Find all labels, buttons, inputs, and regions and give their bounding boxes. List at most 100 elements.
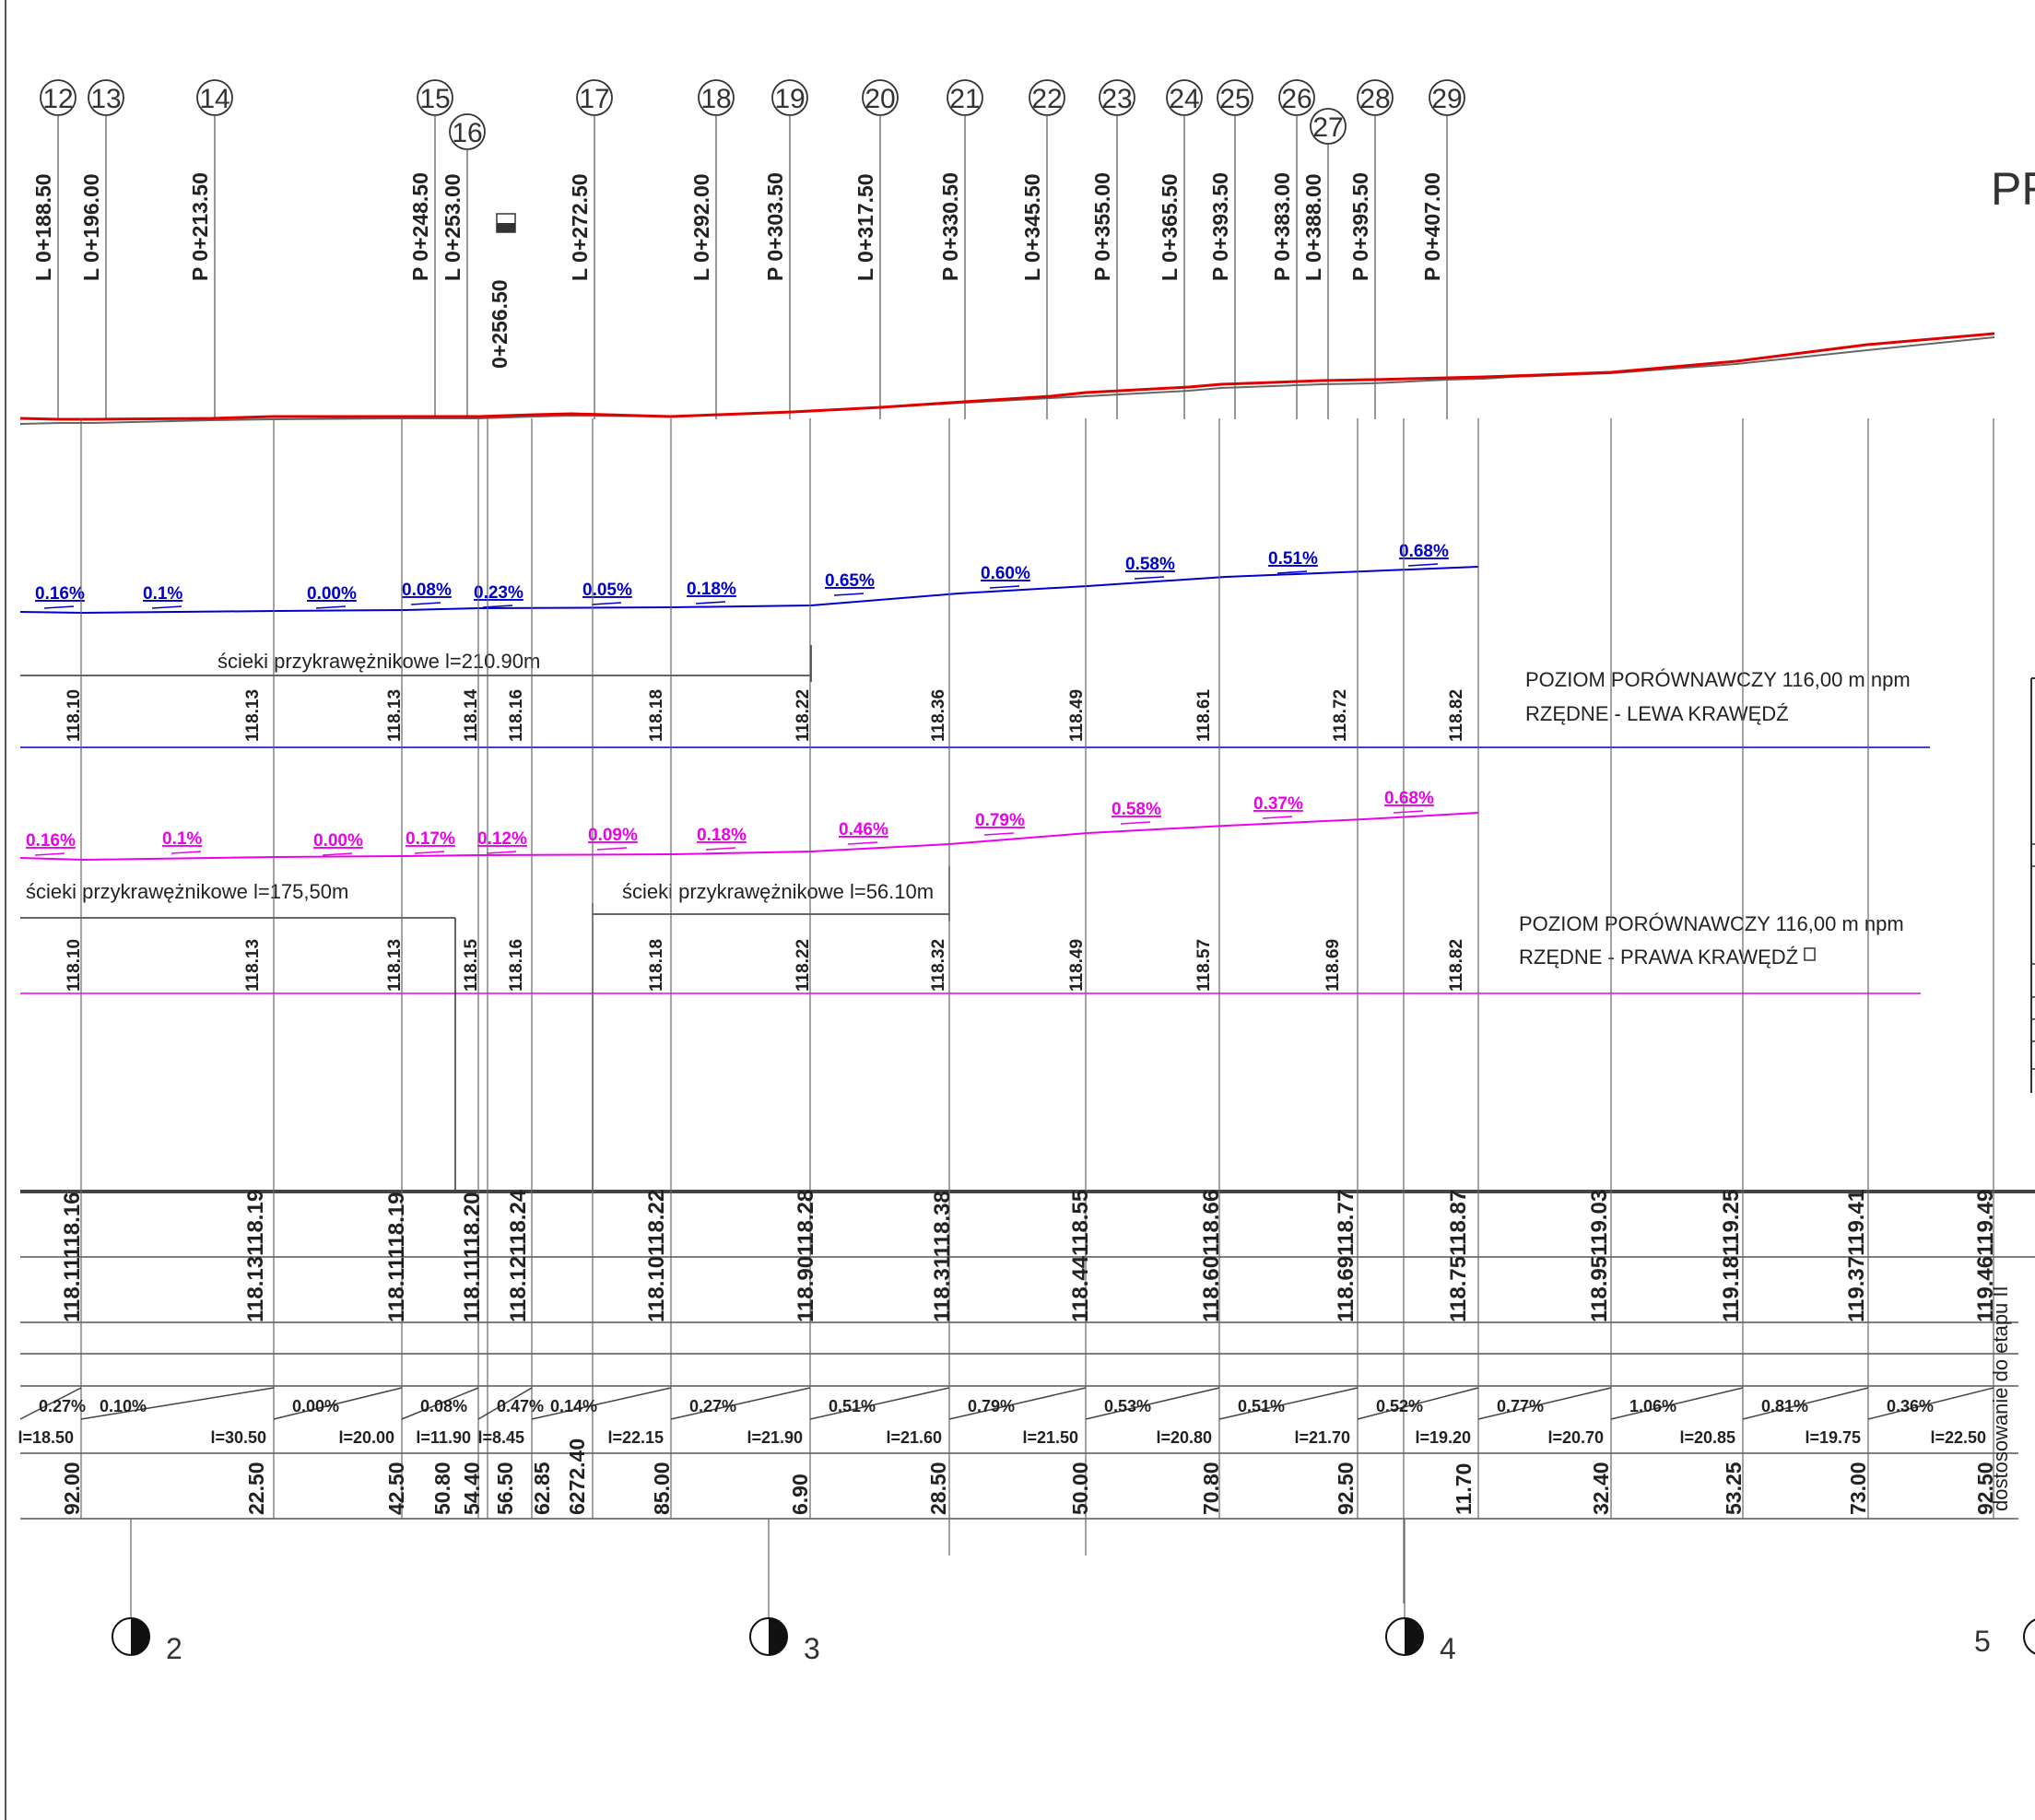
station-chainage: P 0+303.50	[763, 172, 787, 281]
left-gutter-label: ścieki przykrawężnikowe l=210.90m	[218, 650, 540, 673]
right-slope-arrow	[322, 852, 353, 856]
station-chainage: P 0+355.00	[1090, 172, 1114, 281]
grade-length: l=20.80	[1156, 1428, 1212, 1447]
right-slope-arrow	[414, 851, 445, 854]
distance-value: 50.80	[430, 1462, 454, 1515]
station-grid-lines	[80, 418, 1994, 1603]
grade-diagonal	[1477, 1387, 1612, 1420]
terrain-design-value: 118.69118.77	[1334, 1190, 1359, 1322]
grade-percent: 0.51%	[829, 1397, 876, 1415]
grade-percent: 0.00%	[292, 1397, 339, 1415]
left-slope-arrow	[151, 605, 182, 609]
grade-length: l=8.45	[477, 1428, 524, 1447]
design-line	[19, 332, 1995, 421]
station-chainage: 0+256.50	[488, 279, 512, 369]
right-slope-label: 0.00%	[313, 831, 363, 851]
distance-value: 54.40	[460, 1462, 484, 1515]
terrain-design-value: 118.95119.03	[1587, 1190, 1612, 1322]
left-slope-arrow	[989, 585, 1020, 589]
grade-percent: 0.27%	[39, 1397, 86, 1415]
terrain-design-value: 118.60118.66	[1199, 1190, 1224, 1322]
right-elevation: 118.49	[1067, 939, 1087, 992]
grade-diagonal	[273, 1387, 403, 1420]
left-slope-arrow	[315, 605, 347, 609]
left-slope-label: 0.60%	[981, 564, 1030, 583]
distance-value: 28.50	[926, 1462, 950, 1515]
table-side-note: dostosowanie do etapu II	[1989, 1286, 2012, 1511]
left-slope-label: 0.00%	[307, 584, 357, 604]
station-chainage: P 0+407.00	[1420, 172, 1444, 281]
grade-percent: 0.47%	[497, 1397, 544, 1415]
station-chainage: L 0+317.50	[853, 173, 877, 281]
grade-length: l=21.70	[1294, 1428, 1350, 1447]
grade-length: l=22.15	[607, 1428, 664, 1447]
right-elevation: 118.18	[647, 939, 666, 992]
terrain-design-value: 118.11118.16	[60, 1192, 85, 1322]
station-chainage: P 0+330.50	[938, 172, 962, 281]
right-gutter-label-2: ścieki przykrawężnikowe l=56.10m	[622, 880, 934, 903]
grade-percent: 0.14%	[550, 1397, 597, 1415]
distance-value: 42.50	[384, 1462, 408, 1515]
distance-value: 73.00	[1846, 1462, 1870, 1515]
terrain-design-row: 118.11118.16 118.13118.19 118.11118.19 118.…	[60, 1189, 1998, 1322]
grade-diagonal	[1867, 1387, 1994, 1420]
half-circle-icon	[2023, 1618, 2035, 1655]
terrain-design-value: 118.10118.22	[644, 1190, 669, 1322]
distance-value: 50.00	[1068, 1462, 1092, 1515]
terrain-design-value: 118.12118.24	[506, 1189, 531, 1322]
grade-diagonal	[809, 1387, 950, 1420]
grade-diagonal	[19, 1387, 82, 1420]
grade-diagonal	[531, 1387, 672, 1420]
grade-length: l=21.60	[886, 1428, 942, 1447]
right-elevation: 118.57	[1194, 939, 1214, 992]
right-elevation-labels: 118.10 118.13 118.13 118.15 118.16 118.18 118.…	[65, 939, 1466, 992]
grade-length: l=20.70	[1547, 1428, 1604, 1447]
grade-percent: 0.08%	[420, 1397, 467, 1415]
right-elevation: 118.32	[929, 939, 948, 992]
right-slope-arrow	[34, 852, 65, 856]
left-elevation: 118.16	[507, 689, 526, 742]
marker-number: 4	[1440, 1632, 1456, 1665]
right-elevation: 118.22	[794, 939, 813, 992]
grade-row: 0.27% l=18.50 0.10% l=30.50 0.00% l=20.00 0.08…	[18, 1387, 1994, 1447]
right-elevation: 118.13	[243, 939, 263, 992]
left-slope-label: 0.23%	[474, 583, 523, 603]
grade-diagonal	[401, 1387, 479, 1420]
half-circle-fill	[131, 1618, 149, 1655]
distance-value: 53.25	[1722, 1462, 1746, 1515]
terrain-design-value: 118.44118.55	[1068, 1190, 1093, 1322]
left-slope-arrow	[1407, 563, 1439, 567]
marker-number: 5	[1974, 1625, 1991, 1658]
station-number: 16	[452, 118, 482, 148]
right-slope-label: 0.79%	[975, 811, 1025, 830]
right-slope-label: 0.16%	[26, 831, 76, 851]
left-slope-arrow	[591, 602, 622, 605]
terrain-design-value: 118.90118.28	[794, 1190, 818, 1322]
left-slope-label: 0.05%	[582, 581, 632, 600]
grade-diagonal	[1610, 1387, 1744, 1420]
grade-length: l=19.75	[1805, 1428, 1861, 1447]
left-elevation-labels: 118.10 118.13 118.13 118.14 118.16 118.18 118.…	[65, 689, 1466, 742]
left-slope-label: 0.58%	[1125, 555, 1175, 574]
station-labels: 12 L 0+188.50 13 L 0+196.00 14 P 0+213.50 15 P …	[31, 79, 1465, 419]
left-slope-labels: 0.16% 0.1% 0.00% 0.08% 0.23% 0.05% 0.18% 0.65% 0…	[35, 542, 1449, 609]
left-slope-arrow	[695, 601, 726, 605]
left-elevation: 118.18	[647, 689, 666, 742]
station-number: 22	[1031, 84, 1062, 114]
right-elevation: 118.69	[1323, 939, 1343, 992]
distance-row: 92.00 22.50 42.50 50.80 54.40 56.50 62.85 6272.…	[60, 1438, 1997, 1515]
right-slope-arrow	[171, 851, 202, 854]
terrain-design-value: 119.46119.49	[1973, 1190, 1998, 1322]
right-elevation: 118.82	[1447, 939, 1466, 992]
right-slope-label: 0.46%	[839, 820, 888, 840]
right-elevation: 118.13	[385, 939, 405, 992]
terrain-design-value: 118.11118.20	[460, 1192, 485, 1322]
distance-value: 11.70	[1452, 1463, 1476, 1515]
grade-diagonal	[1742, 1387, 1869, 1420]
right-slope-label: 0.09%	[588, 826, 638, 845]
grade-percent: 0.77%	[1497, 1397, 1544, 1415]
station-number: 23	[1101, 84, 1132, 114]
station-number: 17	[579, 84, 609, 114]
right-slope-labels: 0.16% 0.1% 0.00% 0.17% 0.12% 0.09% 0.18% 0.46% 0…	[26, 789, 1434, 856]
terrain-design-value: 119.18119.25	[1719, 1190, 1744, 1322]
